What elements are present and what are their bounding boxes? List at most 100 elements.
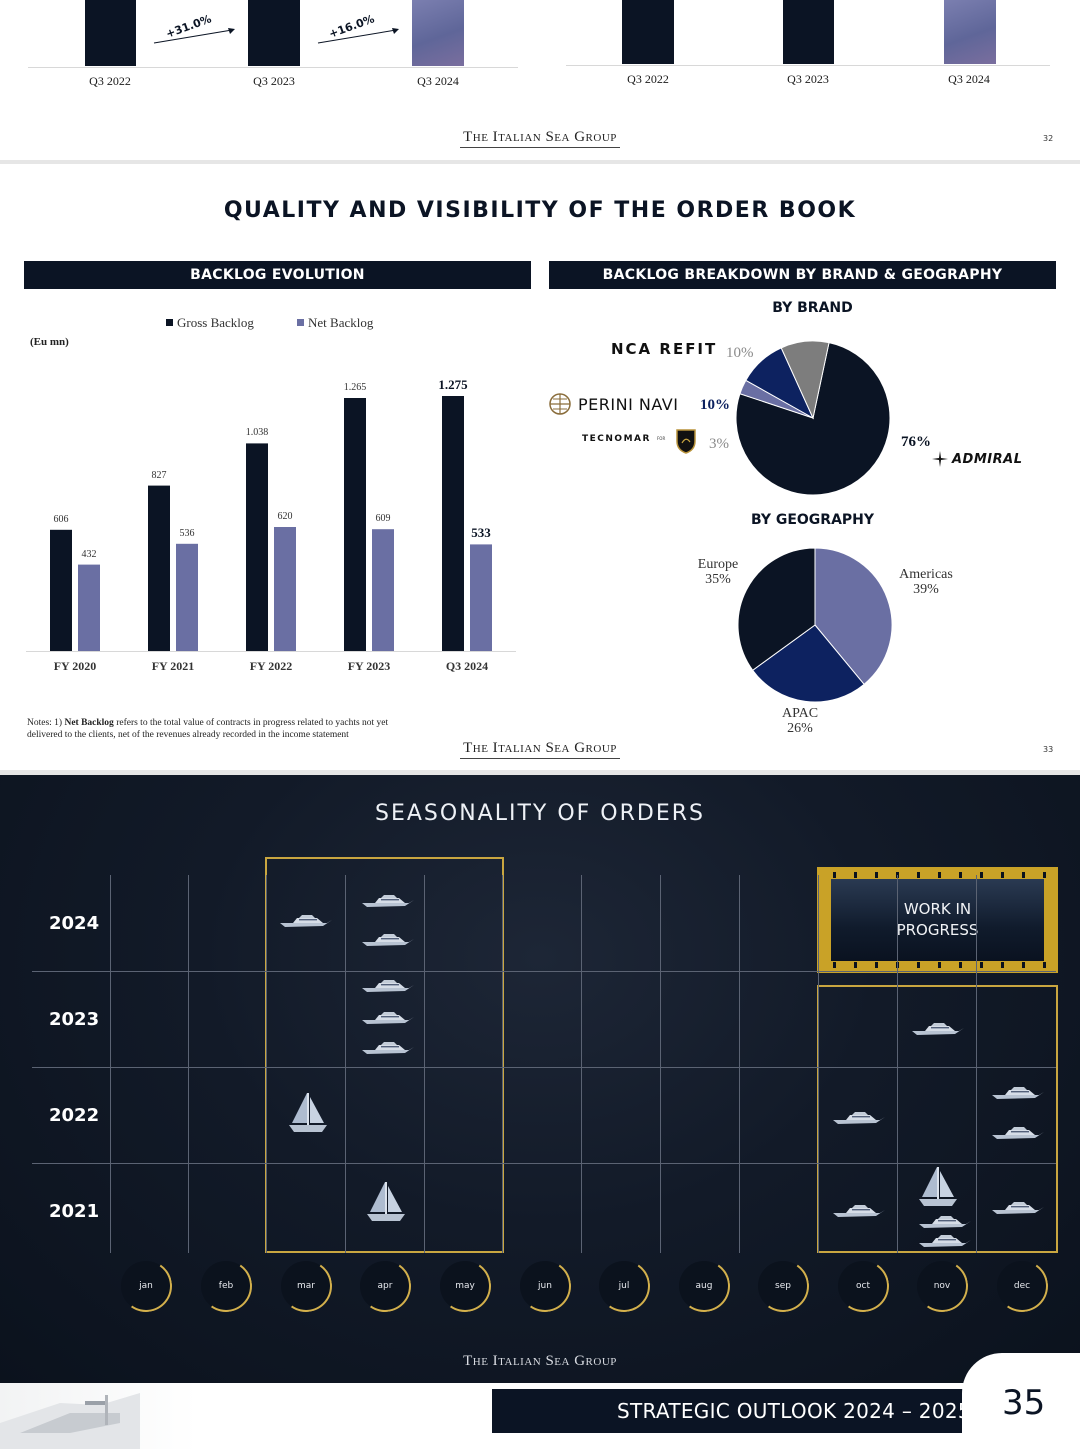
right-tick-2: Q3 2023 <box>787 72 829 86</box>
yacht-icon <box>991 1085 1045 1105</box>
wip-line-2: PROGRESS <box>896 921 979 939</box>
gross-bar-3 <box>344 398 366 651</box>
month-feb: feb <box>201 1261 251 1311</box>
gross-value-label-1: 827 <box>151 469 167 481</box>
left-tick-2: Q3 2023 <box>253 74 295 88</box>
brand-text-33: The Italian Sea Group <box>463 740 617 756</box>
brand-logo-32: The Italian Sea Group <box>0 129 1080 148</box>
bar-chart-svg <box>26 396 516 652</box>
month-jun: jun <box>520 1261 570 1311</box>
net-value-label-4: 533 <box>471 525 491 541</box>
slide-32: Q3 2022 Q3 2023 Q3 2024 +31.0% +16.0% Q3… <box>0 0 1080 160</box>
net-bar-3 <box>372 529 394 651</box>
left-baseline <box>28 67 518 68</box>
perini-emblem-icon <box>549 393 571 415</box>
gross-value-label-2: 1.038 <box>245 427 269 439</box>
backlog-breakdown-header: BACKLOG BREAKDOWN BY BRAND & GEOGRAPHY <box>549 261 1056 289</box>
wip-notch <box>938 872 941 878</box>
yacht-icon <box>832 1203 886 1223</box>
wip-notch <box>959 962 962 968</box>
geo-slice-apac <box>752 624 865 703</box>
page-number-35: 35 <box>962 1353 1080 1449</box>
left-tick-3: Q3 2024 <box>417 74 459 88</box>
wip-notch <box>917 962 920 968</box>
bar-left-q3-2023 <box>248 0 300 66</box>
wip-notch <box>938 962 941 968</box>
net-bar-1 <box>176 543 198 651</box>
yacht-detail-image <box>0 1393 140 1449</box>
legend-gross-label: Gross Backlog <box>177 315 254 330</box>
americas-pct: 39% <box>913 582 939 597</box>
backlog-evolution-header: BACKLOG EVOLUTION <box>24 261 531 289</box>
wip-notch <box>917 872 920 878</box>
grid-col-line-0 <box>110 875 111 1253</box>
gross-value-label-3: 1.265 <box>343 382 367 393</box>
year-2024: 2024 <box>49 913 100 934</box>
legend-gross-swatch <box>166 319 173 326</box>
gross-bar-2 <box>246 443 268 651</box>
grid-col-line-11 <box>976 875 977 1253</box>
grid-col-line-1 <box>188 875 189 1253</box>
bar-left-q3-2022 <box>85 0 136 66</box>
perini-pct: 10% <box>700 397 730 413</box>
page-number-33: 33 <box>1043 745 1054 754</box>
apac-name: APAC <box>781 706 819 721</box>
apac-label: APAC 26% <box>770 706 830 736</box>
month-mar: mar <box>281 1261 331 1311</box>
sailboat-icon <box>917 1165 959 1213</box>
work-in-progress-label: WORK IN PROGRESS <box>831 879 1044 961</box>
yacht-icon <box>911 1021 965 1041</box>
slide-divider-1 <box>0 160 1080 164</box>
nca-pct: 10% <box>726 345 754 361</box>
brand-text-35: The Italian Sea Group <box>463 1353 617 1369</box>
brand-logo-33: The Italian Sea Group <box>0 740 1080 759</box>
gross-bar-1 <box>148 485 170 651</box>
slide-33-title: QUALITY AND VISIBILITY OF THE ORDER BOOK <box>223 198 857 223</box>
wip-notch <box>1022 962 1025 968</box>
brand-logo-35: The Italian Sea Group <box>0 1353 1080 1370</box>
month-aug: aug <box>679 1261 729 1311</box>
sailboat-icon <box>365 1180 407 1228</box>
net-bar-2 <box>274 527 296 651</box>
net-bar-0 <box>78 564 100 651</box>
footnote-prefix: Notes: 1) <box>27 718 65 728</box>
gross-bar-0 <box>50 529 72 651</box>
slide-divider-2 <box>0 770 1080 775</box>
geo-slice-americas <box>814 547 893 686</box>
wip-notch <box>875 962 878 968</box>
grid-col-line-8 <box>739 875 740 1253</box>
admiral-pct: 76% <box>901 434 931 450</box>
yacht-icon <box>361 978 415 998</box>
tecnomar-pct: 3% <box>709 436 729 452</box>
wip-notch <box>959 872 962 878</box>
x-tick-0: FY 2020 <box>53 659 97 673</box>
yacht-icon <box>991 1125 1045 1145</box>
x-tick-1: FY 2021 <box>151 659 195 673</box>
year-2021: 2021 <box>49 1201 100 1222</box>
legend-net: Net Backlog <box>297 315 373 331</box>
tecnomar-label: TECNOMAR <box>582 434 651 444</box>
yacht-icon <box>918 1233 972 1253</box>
perini-navi-label: PERINI NAVI <box>578 395 679 414</box>
left-tick-1: Q3 2022 <box>89 74 131 88</box>
by-brand-heading: BY BRAND <box>772 300 853 316</box>
month-oct: oct <box>838 1261 888 1311</box>
wip-notch <box>1043 962 1046 968</box>
net-value-label-0: 432 <box>81 548 97 560</box>
wip-notch <box>980 962 983 968</box>
grid-col-line-4 <box>424 875 425 1253</box>
right-tick-1: Q3 2022 <box>627 72 669 86</box>
yacht-icon <box>918 1214 972 1234</box>
americas-label: Americas 39% <box>892 567 960 597</box>
month-may: may <box>440 1261 490 1311</box>
right-tick-3: Q3 2024 <box>948 72 990 86</box>
yacht-icon <box>832 1110 886 1130</box>
next-slide-strip: STRATEGIC OUTLOOK 2024 – 2025 35 <box>0 1353 1080 1449</box>
wip-notch <box>1001 962 1004 968</box>
grid-col-line-6 <box>581 875 582 1253</box>
gross-value-label-4: 1.275 <box>438 377 468 392</box>
legend-net-label: Net Backlog <box>308 315 374 330</box>
bar-left-q3-2024 <box>412 0 464 66</box>
unit-label: (Eu mn) <box>30 336 69 348</box>
month-sep: sep <box>758 1261 808 1311</box>
